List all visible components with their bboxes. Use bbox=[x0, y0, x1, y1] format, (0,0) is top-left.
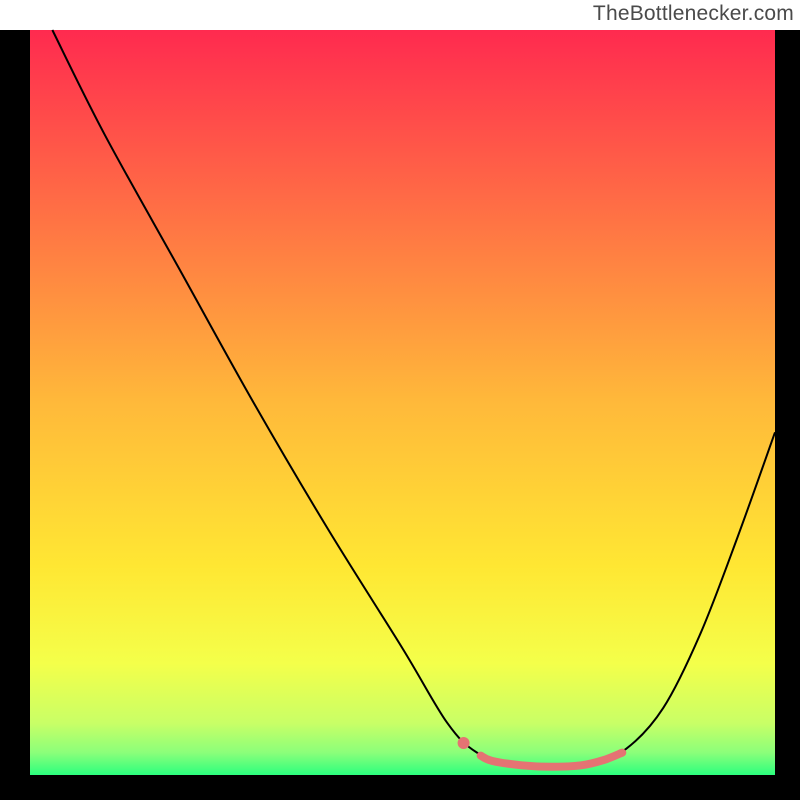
curve-overlay bbox=[0, 0, 800, 800]
bottleneck-curve bbox=[52, 30, 775, 768]
optimal-range-band bbox=[481, 753, 623, 767]
optimal-range-marker bbox=[458, 737, 470, 749]
chart-container: TheBottlenecker.com bbox=[0, 0, 800, 800]
